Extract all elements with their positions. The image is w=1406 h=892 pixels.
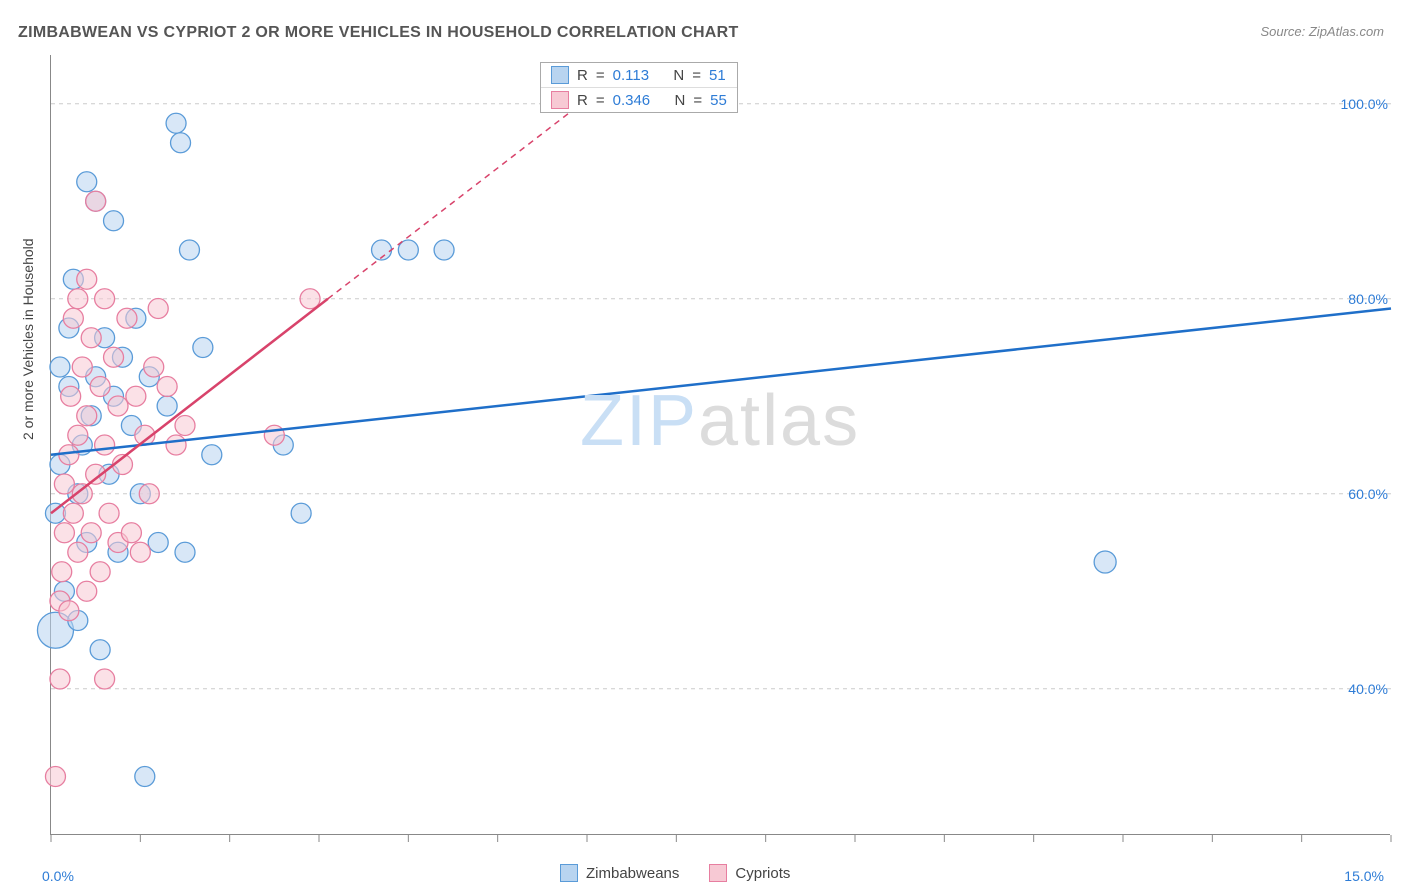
- legend-eq: =: [596, 67, 605, 84]
- correlation-legend: R = 0.113 N = 51 R = 0.346 N = 55: [540, 62, 738, 113]
- legend-eq: =: [692, 67, 701, 84]
- y-axis-label: 2 or more Vehicles in Household: [20, 238, 36, 440]
- legend-n-value-0: 51: [709, 67, 726, 84]
- swatch-cypriots: [551, 91, 569, 109]
- legend-label-0: Zimbabweans: [586, 865, 679, 882]
- swatch-zimbabweans: [551, 66, 569, 84]
- legend-n-value-1: 55: [710, 92, 727, 109]
- x-tick-right: 15.0%: [1344, 868, 1384, 884]
- swatch-zimbabweans-icon: [560, 864, 578, 882]
- plot-area: [50, 55, 1390, 835]
- legend-row-zimbabweans: R = 0.113 N = 51: [541, 63, 737, 87]
- legend-r-label: R: [577, 67, 588, 84]
- y-tick-label: 60.0%: [1348, 486, 1388, 502]
- legend-item-zimbabweans: Zimbabweans: [560, 864, 679, 882]
- plot-svg: [51, 55, 1390, 834]
- legend-label-1: Cypriots: [735, 865, 790, 882]
- legend-row-cypriots: R = 0.346 N = 55: [541, 87, 737, 112]
- y-tick-label: 80.0%: [1348, 291, 1388, 307]
- legend-n-label: N: [675, 92, 686, 109]
- swatch-cypriots-icon: [709, 864, 727, 882]
- x-tick-left: 0.0%: [42, 868, 74, 884]
- legend-item-cypriots: Cypriots: [709, 864, 790, 882]
- legend-n-label: N: [673, 67, 684, 84]
- y-tick-label: 100.0%: [1341, 96, 1388, 112]
- legend-eq: =: [693, 92, 702, 109]
- series-legend: Zimbabweans Cypriots: [560, 864, 790, 882]
- correlation-chart: ZIMBABWEAN VS CYPRIOT 2 OR MORE VEHICLES…: [0, 0, 1406, 892]
- legend-r-value-1: 0.346: [613, 92, 651, 109]
- y-tick-label: 40.0%: [1348, 681, 1388, 697]
- chart-title: ZIMBABWEAN VS CYPRIOT 2 OR MORE VEHICLES…: [18, 24, 739, 42]
- legend-eq: =: [596, 92, 605, 109]
- legend-r-value-0: 0.113: [613, 67, 649, 84]
- source-credit: Source: ZipAtlas.com: [1260, 24, 1384, 39]
- legend-r-label: R: [577, 92, 588, 109]
